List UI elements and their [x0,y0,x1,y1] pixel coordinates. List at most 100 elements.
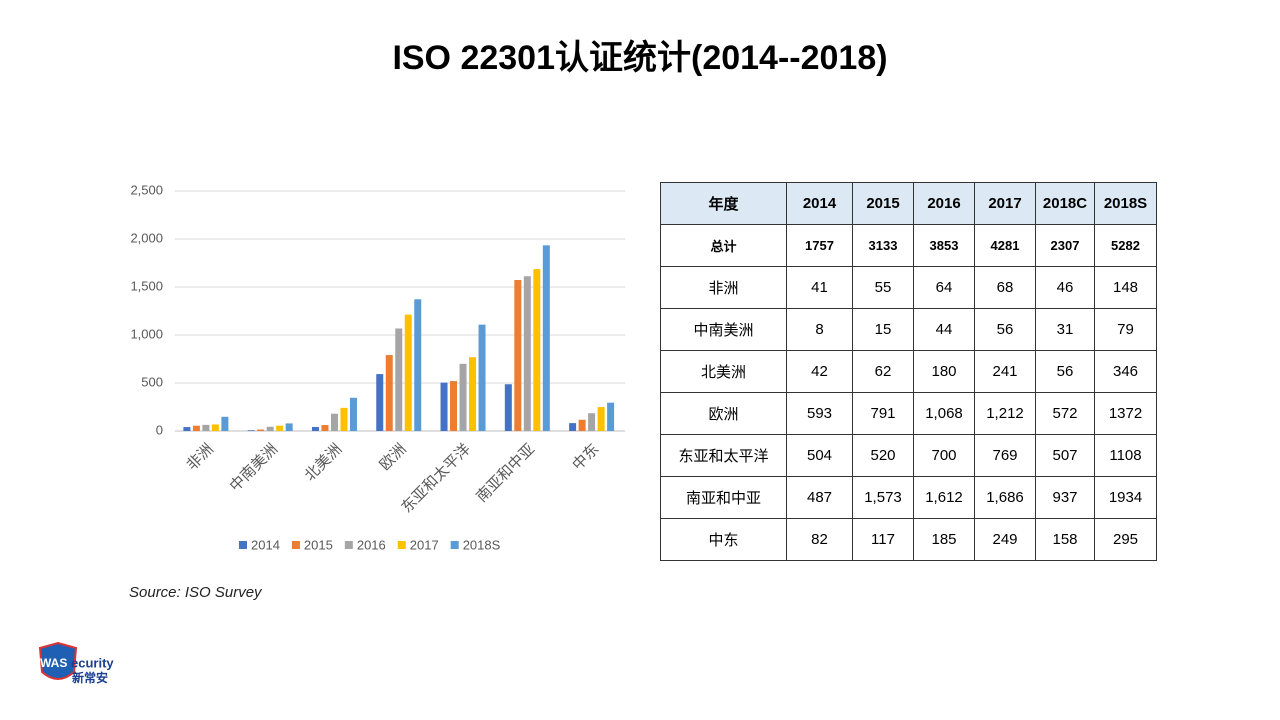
source-note: Source: ISO Survey [129,584,262,601]
table-cell: 44 [913,308,975,351]
legend-swatch [344,541,353,549]
table-cell: 700 [913,434,975,477]
table-cell: 年度 [660,182,787,225]
table-cell: 487 [786,476,853,519]
table-cell: 2014 [786,182,853,225]
table-cell: 249 [974,518,1036,561]
logo-mark: WAS [40,656,67,670]
legend-swatch [397,541,406,549]
table-cell: 56 [974,308,1036,351]
legend-label: 2017 [410,537,439,552]
table-row: 总计 1757 3133 3853 4281 2307 5282 [660,224,1157,267]
y-tick-label: 0 [156,422,163,437]
table-cell: 937 [1035,476,1095,519]
table-cell: 8 [786,308,853,351]
table-cell: 中东 [660,518,787,561]
table-cell: 791 [852,392,914,435]
bar [459,363,467,431]
logo-cn: 新常安 [72,670,108,685]
table-cell: 82 [786,518,853,561]
table-cell: 1,212 [974,392,1036,435]
legend-swatch [239,541,247,549]
table-cell: 520 [852,434,914,477]
table-row: 北美洲 42 62 180 241 56 346 [660,350,1157,393]
bar [202,424,210,431]
bar [257,429,265,431]
table-row: 南亚和中亚 487 1,573 1,612 1,686 937 1934 [660,476,1157,519]
y-tick-label: 2,000 [130,230,163,245]
table-cell: 2018C [1035,182,1095,225]
chart: 0 500 1,000 1,500 2,000 2,500 非洲 中南美洲 北美洲 欧洲东亚和太平… [130,182,625,552]
table-cell: 158 [1035,518,1095,561]
table-cell: 593 [786,392,853,435]
bar [321,425,329,431]
legend-label: 2016 [357,537,386,552]
x-tick-label: 中东 [569,441,602,474]
y-tick-label: 1,500 [130,278,163,293]
table-cell: 1,068 [913,392,975,435]
table-cell: 非洲 [660,266,787,309]
bar [469,357,477,431]
legend-swatch [450,541,459,549]
bar [395,328,403,431]
table-cell: 56 [1035,350,1095,393]
bar [183,427,191,431]
table-cell: 1108 [1094,434,1157,477]
legend-label: 2014 [251,537,280,552]
table-cell: 64 [913,266,975,309]
bar [504,384,512,431]
bar [440,382,448,431]
bar [578,419,586,431]
table-cell: 185 [913,518,975,561]
bar [569,423,577,431]
bar [376,374,384,431]
x-tick-label: 中南美洲 [227,441,281,495]
table-cell: 5282 [1094,224,1157,267]
table-cell: 2017 [974,182,1036,225]
table-cell: 东亚和太平洋 [660,434,787,477]
table-row: 中南美洲 8 15 44 56 31 79 [660,308,1157,351]
table-cell: 1,573 [852,476,914,519]
y-tick-label: 2,500 [130,182,163,197]
bar [414,299,422,431]
bar [349,397,357,431]
table-cell: 68 [974,266,1036,309]
table-cell: 55 [852,266,914,309]
table-cell: 507 [1035,434,1095,477]
table-cell: 2015 [852,182,914,225]
bar [385,355,393,431]
table-cell: 2018S [1094,182,1157,225]
table-cell: 62 [852,350,914,393]
table-cell: 中南美洲 [660,308,787,351]
table-cell: 31 [1035,308,1095,351]
bar [533,269,541,431]
table-row: 非洲 41 55 64 68 46 148 [660,266,1157,309]
bar [285,423,293,431]
bar [542,245,550,431]
table-cell: 总计 [660,224,787,267]
table-cell: 46 [1035,266,1095,309]
data-table: 年度 2014 2015 2016 2017 2018C 2018S 总计 1757 3133 38… [660,182,1157,561]
logo-shield [38,642,78,680]
table-row: 东亚和太平洋 504 520 700 769 507 1108 [660,434,1157,477]
x-tick-label: 南亚和中亚 [473,441,538,506]
table-cell: 41 [786,266,853,309]
bar [478,324,486,431]
table-cell: 180 [913,350,975,393]
table-cell: 2016 [913,182,975,225]
table-cell: 572 [1035,392,1095,435]
bar [340,407,348,431]
bar [523,276,531,431]
legend-swatch [291,541,300,549]
bar [221,416,229,431]
table-cell: 南亚和中亚 [660,476,787,519]
x-tick-label: 欧洲 [376,441,409,474]
table-cell: 1,686 [974,476,1036,519]
bar [247,430,255,431]
table-cell: 295 [1094,518,1157,561]
bar [276,425,284,431]
table-cell: 117 [852,518,914,561]
bar [192,425,200,431]
table-cell: 1372 [1094,392,1157,435]
